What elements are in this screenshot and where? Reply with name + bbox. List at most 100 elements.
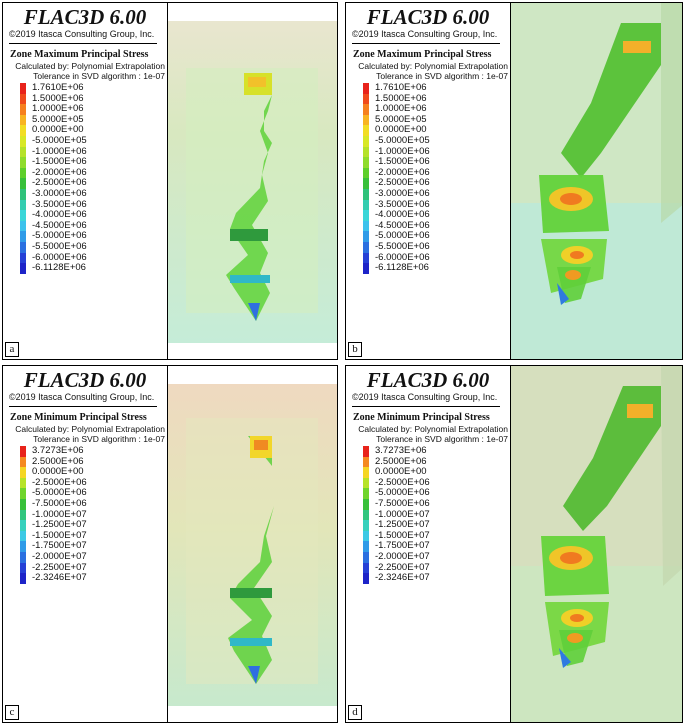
legend-value: 3.7273E+06 <box>32 445 84 456</box>
variable-title: Zone Minimum Principal Stress <box>10 412 147 423</box>
legend-value: -2.0000E+07 <box>32 550 87 562</box>
legend-value: -7.5000E+06 <box>375 497 430 509</box>
legend-swatch <box>20 146 26 158</box>
legend-value: -1.7500E+07 <box>32 540 87 552</box>
legend-swatch <box>20 562 26 574</box>
legend-swatch <box>20 157 26 168</box>
app-title: FLAC3D 6.00 <box>23 368 147 392</box>
legend-swatch <box>363 509 369 521</box>
model-view-a[interactable] <box>167 3 337 359</box>
legend-value: -3.5000E+06 <box>375 198 430 210</box>
legend-swatch <box>20 541 26 552</box>
legend-value: -1.5000E+06 <box>375 156 430 168</box>
calc-method: Calculated by: Polynomial Extrapolation <box>15 424 165 434</box>
legend-swatch <box>20 167 26 179</box>
legend-value: -3.5000E+06 <box>32 198 87 210</box>
legend-swatch <box>363 146 369 158</box>
legend-value: -5.0000E+06 <box>32 487 87 499</box>
model-view-d[interactable] <box>510 366 682 722</box>
model-render-b <box>511 3 682 359</box>
legend-value: 3.7273E+06 <box>375 445 427 456</box>
legend-value: 1.7610E+06 <box>32 82 84 93</box>
legend-swatch <box>20 220 26 232</box>
model-view-c[interactable] <box>167 366 337 722</box>
calc-method: Calculated by: Polynomial Extrapolation <box>358 424 508 434</box>
legend-value: 1.7610E+06 <box>375 82 427 93</box>
panel-d: FLAC3D 6.00 ©2019 Itasca Consulting Grou… <box>345 365 683 723</box>
legend-value: -1.2500E+07 <box>375 519 430 531</box>
legend-value: -1.0000E+07 <box>375 508 430 520</box>
legend-value: 2.5000E+06 <box>375 455 427 467</box>
model-render-a <box>168 21 337 343</box>
legend-swatch <box>363 241 369 253</box>
model-render-c <box>168 384 337 706</box>
legend-swatch <box>363 178 369 189</box>
legend-swatch <box>20 456 26 468</box>
legend-value: -2.3246E+07 <box>32 572 87 584</box>
calc-method: Calculated by: Polynomial Extrapolation <box>358 61 508 71</box>
legend-value: -2.0000E+06 <box>32 166 87 178</box>
legend-swatch <box>363 263 369 274</box>
legend-value: -5.0000E+05 <box>375 134 430 146</box>
legend-swatch <box>363 114 369 126</box>
legend-swatch <box>363 104 369 115</box>
legend-value: -1.2500E+07 <box>32 519 87 531</box>
legend-swatch <box>363 520 369 531</box>
legend-value: -3.0000E+06 <box>32 187 87 199</box>
panel-label: b <box>348 342 362 357</box>
legend-value: -5.0000E+05 <box>32 134 87 146</box>
legend-value: -5.5000E+06 <box>32 240 87 252</box>
legend-swatch <box>20 498 26 510</box>
legend-swatch <box>20 125 26 136</box>
legend-swatch <box>20 477 26 489</box>
legend-swatch <box>363 167 369 179</box>
legend-value: -6.1128E+06 <box>375 262 429 274</box>
copyright: ©2019 Itasca Consulting Group, Inc. <box>9 392 155 402</box>
legend-value: 1.0000E+06 <box>32 103 84 115</box>
svd-tolerance: Tolerance in SVD algorithm : 1e-07 <box>376 71 508 81</box>
legend-swatch <box>20 178 26 189</box>
legend-value: 2.5000E+06 <box>32 455 84 467</box>
legend-swatch <box>20 263 26 274</box>
calc-method: Calculated by: Polynomial Extrapolation <box>15 61 165 71</box>
app-title: FLAC3D 6.00 <box>23 5 147 29</box>
legend-value: -2.2500E+07 <box>375 561 430 573</box>
legend-value: -1.5000E+06 <box>32 156 87 168</box>
legend-value: -4.5000E+06 <box>32 219 87 231</box>
legend-value: -7.5000E+06 <box>32 497 87 509</box>
panel-b: FLAC3D 6.00 ©2019 Itasca Consulting Grou… <box>345 2 683 360</box>
legend-swatch <box>363 467 369 478</box>
legend-swatch <box>363 252 369 264</box>
legend-swatch <box>20 530 26 542</box>
legend-value: -6.0000E+06 <box>32 251 87 263</box>
legend-value: 5.0000E+05 <box>375 113 427 125</box>
legend-swatch <box>363 573 369 584</box>
legend-swatch <box>363 199 369 211</box>
legend-value: 0.0000E+00 <box>32 124 84 136</box>
legend-swatch <box>20 241 26 253</box>
legend-value: -3.0000E+06 <box>375 187 430 199</box>
legend-swatch <box>363 541 369 552</box>
legend-value: -5.5000E+06 <box>375 240 430 252</box>
legend-swatch <box>363 562 369 574</box>
legend-value: -2.5000E+06 <box>375 476 430 488</box>
app-title: FLAC3D 6.00 <box>366 368 490 392</box>
divider <box>9 406 157 407</box>
legend-value: -2.0000E+07 <box>375 550 430 562</box>
legend-value: -4.0000E+06 <box>32 209 87 221</box>
legend-swatch <box>363 125 369 136</box>
legend-swatch <box>20 231 26 242</box>
copyright: ©2019 Itasca Consulting Group, Inc. <box>9 29 155 39</box>
legend-swatch <box>363 477 369 489</box>
model-view-b[interactable] <box>510 3 682 359</box>
legend-swatch <box>20 551 26 563</box>
legend-value: 0.0000E+00 <box>375 124 427 136</box>
legend-swatch <box>363 83 369 94</box>
legend-value: -6.1128E+06 <box>32 262 86 274</box>
panel-label: d <box>348 705 362 720</box>
legend-value: 1.5000E+06 <box>375 92 427 104</box>
legend-value: -1.5000E+07 <box>375 529 430 541</box>
variable-title: Zone Minimum Principal Stress <box>353 412 490 423</box>
legend-swatch <box>20 93 26 105</box>
panel-label: c <box>5 705 19 720</box>
